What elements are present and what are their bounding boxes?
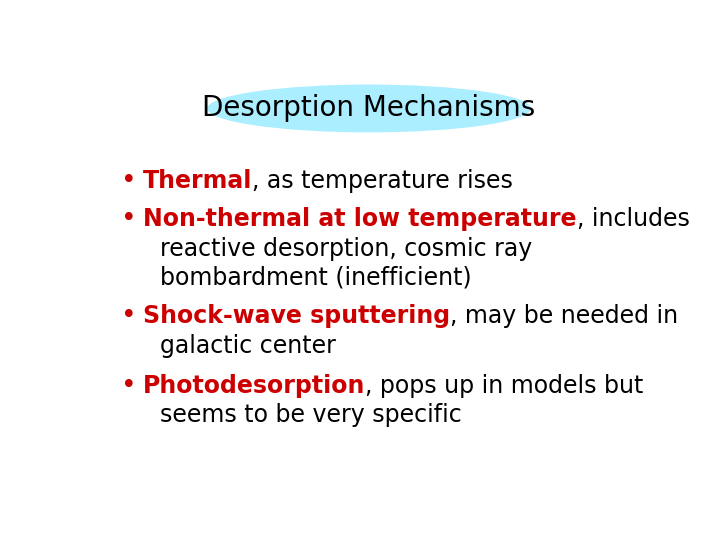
Text: Desorption Mechanisms: Desorption Mechanisms <box>202 94 536 123</box>
Text: Thermal: Thermal <box>143 169 253 193</box>
Text: , includes: , includes <box>577 207 689 231</box>
Text: •: • <box>121 168 136 194</box>
Text: reactive desorption, cosmic ray: reactive desorption, cosmic ray <box>160 237 532 261</box>
Text: , may be needed in: , may be needed in <box>450 305 678 328</box>
Text: seems to be very specific: seems to be very specific <box>160 403 462 427</box>
Text: galactic center: galactic center <box>160 334 336 359</box>
Ellipse shape <box>207 85 531 132</box>
Text: Photodesorption: Photodesorption <box>143 374 365 398</box>
Text: Non-thermal at low temperature: Non-thermal at low temperature <box>143 207 577 231</box>
Text: Shock-wave sputtering: Shock-wave sputtering <box>143 305 450 328</box>
Text: •: • <box>121 206 136 232</box>
Text: bombardment (inefficient): bombardment (inefficient) <box>160 266 472 289</box>
Text: •: • <box>121 303 136 329</box>
Text: •: • <box>121 373 136 399</box>
Text: , pops up in models but: , pops up in models but <box>365 374 644 398</box>
Text: , as temperature rises: , as temperature rises <box>253 169 513 193</box>
